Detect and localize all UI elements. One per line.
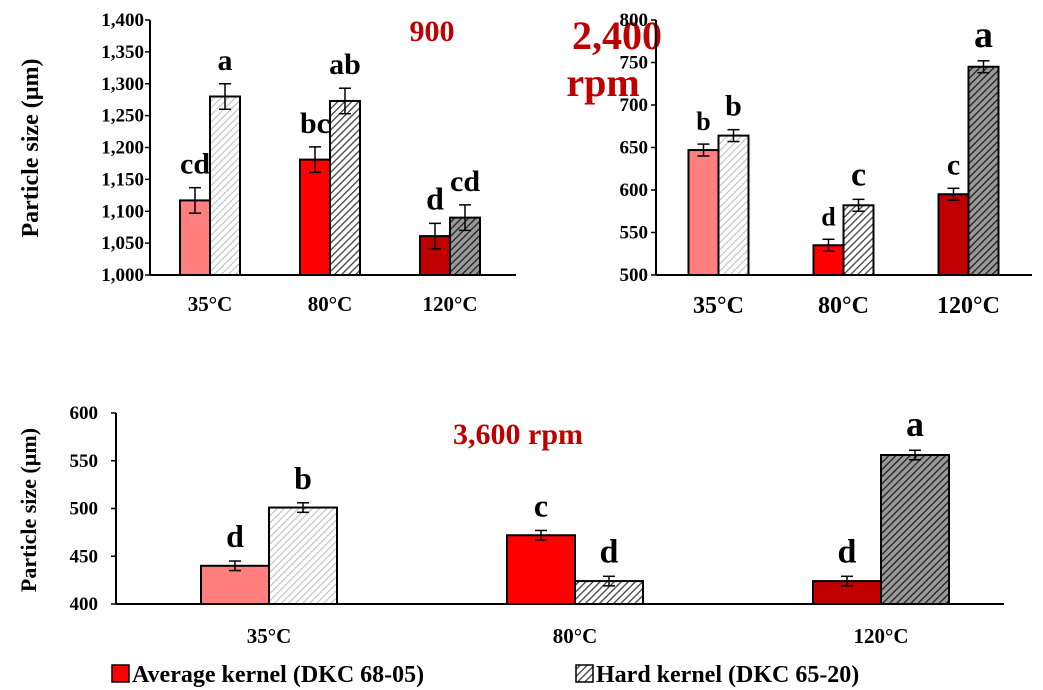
chart-900: Particle size (µm) 900 1,000 1,050 1,100 1,… bbox=[18, 10, 516, 316]
significance-letter: d bbox=[600, 533, 619, 570]
bar-average bbox=[200, 564, 270, 605]
significance-letter: d bbox=[838, 533, 857, 570]
y-tick-label: 700 bbox=[620, 95, 649, 116]
significance-letter: c bbox=[851, 156, 866, 193]
legend: Average kernel (DKC 68-05) Hard kernel (… bbox=[111, 662, 859, 688]
y-tick-label: 600 bbox=[70, 403, 99, 424]
y-tick-label: 1,300 bbox=[101, 74, 144, 95]
y-axis-label: Particle size (µm) bbox=[16, 428, 41, 592]
y-tick-label: 800 bbox=[620, 10, 649, 31]
x-tick-label: 80°C bbox=[308, 292, 353, 316]
x-tick-label: 80°C bbox=[818, 293, 869, 319]
significance-letter: b bbox=[725, 90, 742, 123]
chart-3600: Particle size (µm) 3,600 rpm 400 450 500 55… bbox=[16, 403, 1004, 648]
bar-average bbox=[506, 534, 576, 605]
significance-letter: cd bbox=[450, 165, 480, 198]
bar-average bbox=[937, 193, 970, 276]
x-tick-label: 35°C bbox=[247, 624, 292, 648]
y-tick-label: 1,350 bbox=[101, 42, 144, 63]
legend-swatch-average bbox=[111, 664, 130, 683]
y-tick-label: 500 bbox=[620, 265, 649, 286]
significance-letter: ab bbox=[329, 48, 361, 81]
legend-swatch-hard bbox=[575, 664, 594, 683]
y-tick-label: 1,200 bbox=[101, 138, 144, 159]
significance-letter: a bbox=[906, 404, 924, 444]
y-tick-label: 400 bbox=[70, 594, 99, 615]
x-tick-label: 35°C bbox=[693, 293, 744, 319]
y-tick-label: 1,050 bbox=[101, 233, 144, 254]
y-tick-label: 650 bbox=[620, 138, 649, 159]
bar-hard bbox=[717, 134, 750, 276]
y-tick-label: 1,150 bbox=[101, 169, 144, 190]
x-tick-label: 80°C bbox=[553, 624, 598, 648]
chart-title: 3,600 rpm bbox=[453, 418, 583, 451]
legend-label-hard: Hard kernel (DKC 65-20) bbox=[596, 662, 859, 688]
y-tick-label: 1,100 bbox=[101, 201, 144, 222]
y-tick-label: 1,400 bbox=[101, 10, 144, 31]
y-tick-label: 500 bbox=[70, 499, 99, 520]
significance-letter: a bbox=[974, 14, 993, 56]
significance-letter: a bbox=[218, 44, 233, 77]
significance-letter: b bbox=[294, 460, 312, 496]
significance-letter: d bbox=[821, 202, 836, 231]
chart-title: 2,400 bbox=[572, 13, 662, 58]
significance-letter: b bbox=[696, 107, 710, 136]
significance-letter: bc bbox=[300, 107, 330, 140]
significance-letter: c bbox=[947, 148, 960, 181]
y-tick-label: 1,000 bbox=[101, 265, 144, 286]
legend-label-average: Average kernel (DKC 68-05) bbox=[132, 662, 424, 688]
bar-average bbox=[687, 149, 720, 276]
bar-hard bbox=[967, 65, 1000, 276]
chart-title-line2: rpm bbox=[566, 60, 639, 105]
y-tick-label: 600 bbox=[620, 180, 649, 201]
x-tick-label: 120°C bbox=[853, 624, 908, 648]
y-tick-label: 1,250 bbox=[101, 106, 144, 127]
y-tick-label: 450 bbox=[70, 546, 99, 567]
significance-letter: d bbox=[426, 180, 444, 216]
bar-hard bbox=[268, 506, 338, 606]
significance-letter: c bbox=[534, 487, 548, 523]
y-tick-label: 750 bbox=[620, 53, 649, 74]
bar-hard bbox=[449, 216, 481, 276]
significance-letter: cd bbox=[180, 148, 210, 181]
bar-average bbox=[299, 158, 331, 276]
x-tick-label: 35°C bbox=[188, 292, 233, 316]
bar-hard bbox=[880, 454, 950, 605]
y-tick-label: 550 bbox=[70, 451, 99, 472]
bar-hard bbox=[842, 204, 875, 276]
y-axis-label: Particle size (µm) bbox=[18, 58, 44, 237]
significance-letter: d bbox=[226, 518, 244, 554]
bar-hard bbox=[209, 95, 241, 276]
x-tick-label: 120°C bbox=[422, 292, 477, 316]
y-tick-label: 550 bbox=[620, 223, 649, 244]
bar-hard bbox=[329, 99, 361, 277]
chart-title: 900 bbox=[410, 15, 455, 48]
x-tick-label: 120°C bbox=[937, 293, 1000, 319]
